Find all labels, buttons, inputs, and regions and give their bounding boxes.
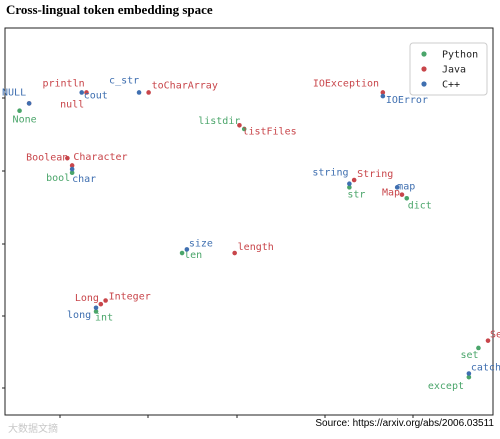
data-point	[347, 185, 352, 190]
legend-label: Python	[442, 50, 478, 61]
data-point	[394, 185, 400, 190]
point-label: catch	[471, 363, 500, 374]
legend-marker	[421, 51, 427, 57]
data-point	[237, 123, 242, 128]
point-label: len	[184, 250, 202, 261]
point-label: Character	[73, 152, 127, 163]
legend-label: Java	[442, 65, 466, 76]
point-label: None	[13, 115, 37, 126]
point-label: bool	[46, 173, 70, 184]
point-label: string	[312, 168, 348, 179]
data-point	[380, 93, 386, 99]
legend-box	[409, 42, 488, 96]
data-point	[26, 101, 32, 106]
legend-marker	[421, 66, 427, 72]
data-point	[404, 196, 410, 201]
point-label: size	[189, 238, 213, 249]
data-point	[93, 309, 99, 314]
point-label: cout	[84, 90, 108, 101]
data-point	[399, 192, 405, 197]
point-label: dict	[408, 200, 432, 211]
data-point	[69, 170, 75, 176]
point-label: length	[238, 242, 274, 253]
point-label: long	[67, 310, 91, 321]
legend-marker	[421, 81, 427, 87]
data-point	[466, 374, 472, 380]
point-label: Set	[490, 330, 500, 341]
plot-frame	[4, 27, 494, 416]
data-point	[69, 166, 75, 172]
data-point	[232, 250, 237, 256]
data-point	[136, 90, 142, 95]
point-label: NULL	[2, 87, 26, 98]
source-citation: Source: https://arxiv.org/abs/2006.03511	[315, 418, 494, 429]
data-point	[79, 90, 84, 95]
chart-title: Cross-lingual token embedding space	[6, 2, 213, 17]
point-label: c_str	[109, 75, 139, 86]
watermark: 大数据文摘	[8, 424, 58, 435]
point-label: int	[95, 312, 113, 323]
point-label: toCharArray	[152, 80, 218, 91]
point-label: listFiles	[242, 126, 296, 137]
point-label: IOError	[386, 95, 428, 106]
point-label: Boolean	[26, 152, 68, 163]
point-label: null	[60, 99, 84, 110]
point-label: IOException	[313, 78, 379, 89]
legend-label: C++	[442, 80, 460, 91]
data-point	[347, 181, 352, 186]
point-label: Map	[382, 188, 400, 199]
data-point	[241, 126, 247, 132]
data-point	[98, 301, 104, 307]
point-label: except	[428, 381, 464, 392]
point-label: listdir	[198, 116, 240, 127]
data-point	[380, 90, 386, 95]
data-point	[84, 90, 89, 95]
point-label: Long	[75, 293, 99, 304]
data-point	[184, 247, 190, 252]
data-point	[103, 298, 108, 303]
data-point	[351, 177, 357, 183]
data-point	[466, 371, 472, 376]
point-label: println	[42, 78, 84, 89]
data-point	[93, 305, 99, 311]
point-label: set	[460, 350, 478, 361]
data-point	[485, 338, 491, 343]
data-point	[179, 250, 185, 256]
point-label: char	[72, 174, 96, 185]
data-point	[476, 345, 481, 351]
point-label: str	[347, 189, 365, 200]
data-point	[65, 155, 70, 161]
data-point	[17, 108, 22, 113]
data-point	[146, 90, 151, 95]
point-label: map	[397, 181, 415, 192]
data-point	[69, 163, 75, 168]
point-label: String	[357, 169, 393, 180]
point-label: Integer	[109, 292, 151, 303]
